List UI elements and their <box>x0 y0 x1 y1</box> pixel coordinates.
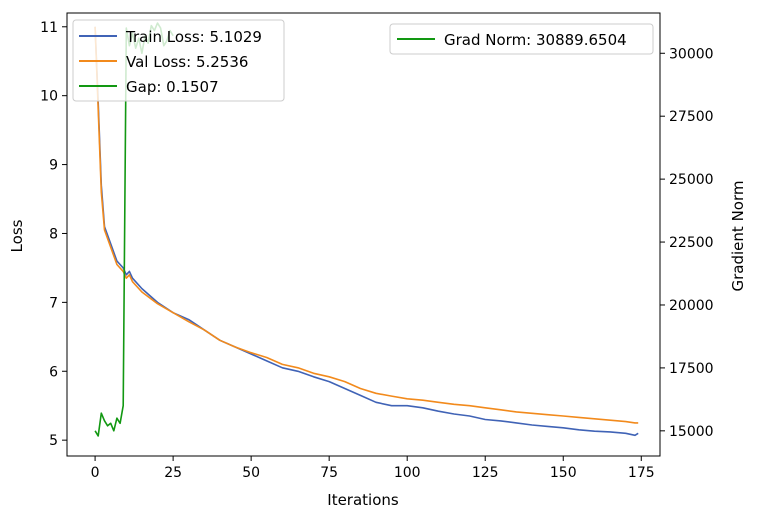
legend-left-label-gap: Gap: 0.1507 <box>126 78 219 96</box>
y-right-tick-label-5: 27500 <box>669 109 714 125</box>
y-axis-left-ticks: 5 6 7 8 9 10 11 <box>40 20 67 449</box>
plot-frame <box>66 12 661 457</box>
legend-left-label-train: Train Loss: 5.1029 <box>125 28 262 46</box>
y-right-tick-label-4: 25000 <box>669 172 714 188</box>
y-axis-left-label: Loss <box>8 219 26 252</box>
y-right-tick-label-6: 30000 <box>669 46 714 62</box>
y-right-tick-label-2: 20000 <box>669 298 714 314</box>
y-left-tick-label-1: 6 <box>49 364 58 380</box>
x-tick-label-6: 150 <box>550 465 577 481</box>
y-left-tick-label-3: 8 <box>49 226 58 242</box>
x-tick-label-7: 175 <box>628 465 655 481</box>
legend-left-box <box>72 19 285 102</box>
series-line-0 <box>94 26 639 437</box>
legend-right-box <box>389 23 654 55</box>
y-left-tick-label-4: 9 <box>49 158 58 174</box>
y-axis-right-label: Gradient Norm <box>729 181 747 292</box>
x-tick-label-0: 0 <box>91 465 100 481</box>
x-tick-label-4: 100 <box>394 465 421 481</box>
legend-right-label-grad: Grad Norm: 30889.6504 <box>444 31 627 49</box>
x-tick-label-3: 75 <box>320 465 338 481</box>
y-right-tick-label-0: 15000 <box>669 424 714 440</box>
y-left-tick-label-0: 5 <box>49 433 58 449</box>
y-left-tick-label-2: 7 <box>49 295 58 311</box>
x-axis-ticks: 0 25 50 75 100 125 150 175 <box>91 456 655 481</box>
x-axis-label: Iterations <box>327 491 399 509</box>
y-right-tick-label-3: 22500 <box>669 235 714 251</box>
y-axis-right-ticks: 15000 17500 20000 22500 25000 27500 30000 <box>660 46 714 440</box>
y-right-tick-label-1: 17500 <box>669 361 714 377</box>
legend-left-label-val: Val Loss: 5.2536 <box>126 53 248 71</box>
x-tick-label-1: 25 <box>164 465 182 481</box>
x-tick-label-5: 125 <box>472 465 499 481</box>
y-left-tick-label-5: 10 <box>40 89 58 105</box>
y-left-tick-label-6: 11 <box>40 20 58 36</box>
legend-right: Grad Norm: 30889.6504 <box>389 23 654 55</box>
x-tick-label-2: 50 <box>242 465 260 481</box>
series-line-1 <box>94 26 639 424</box>
legend-left: Train Loss: 5.1029 Val Loss: 5.2536 Gap:… <box>72 19 285 102</box>
